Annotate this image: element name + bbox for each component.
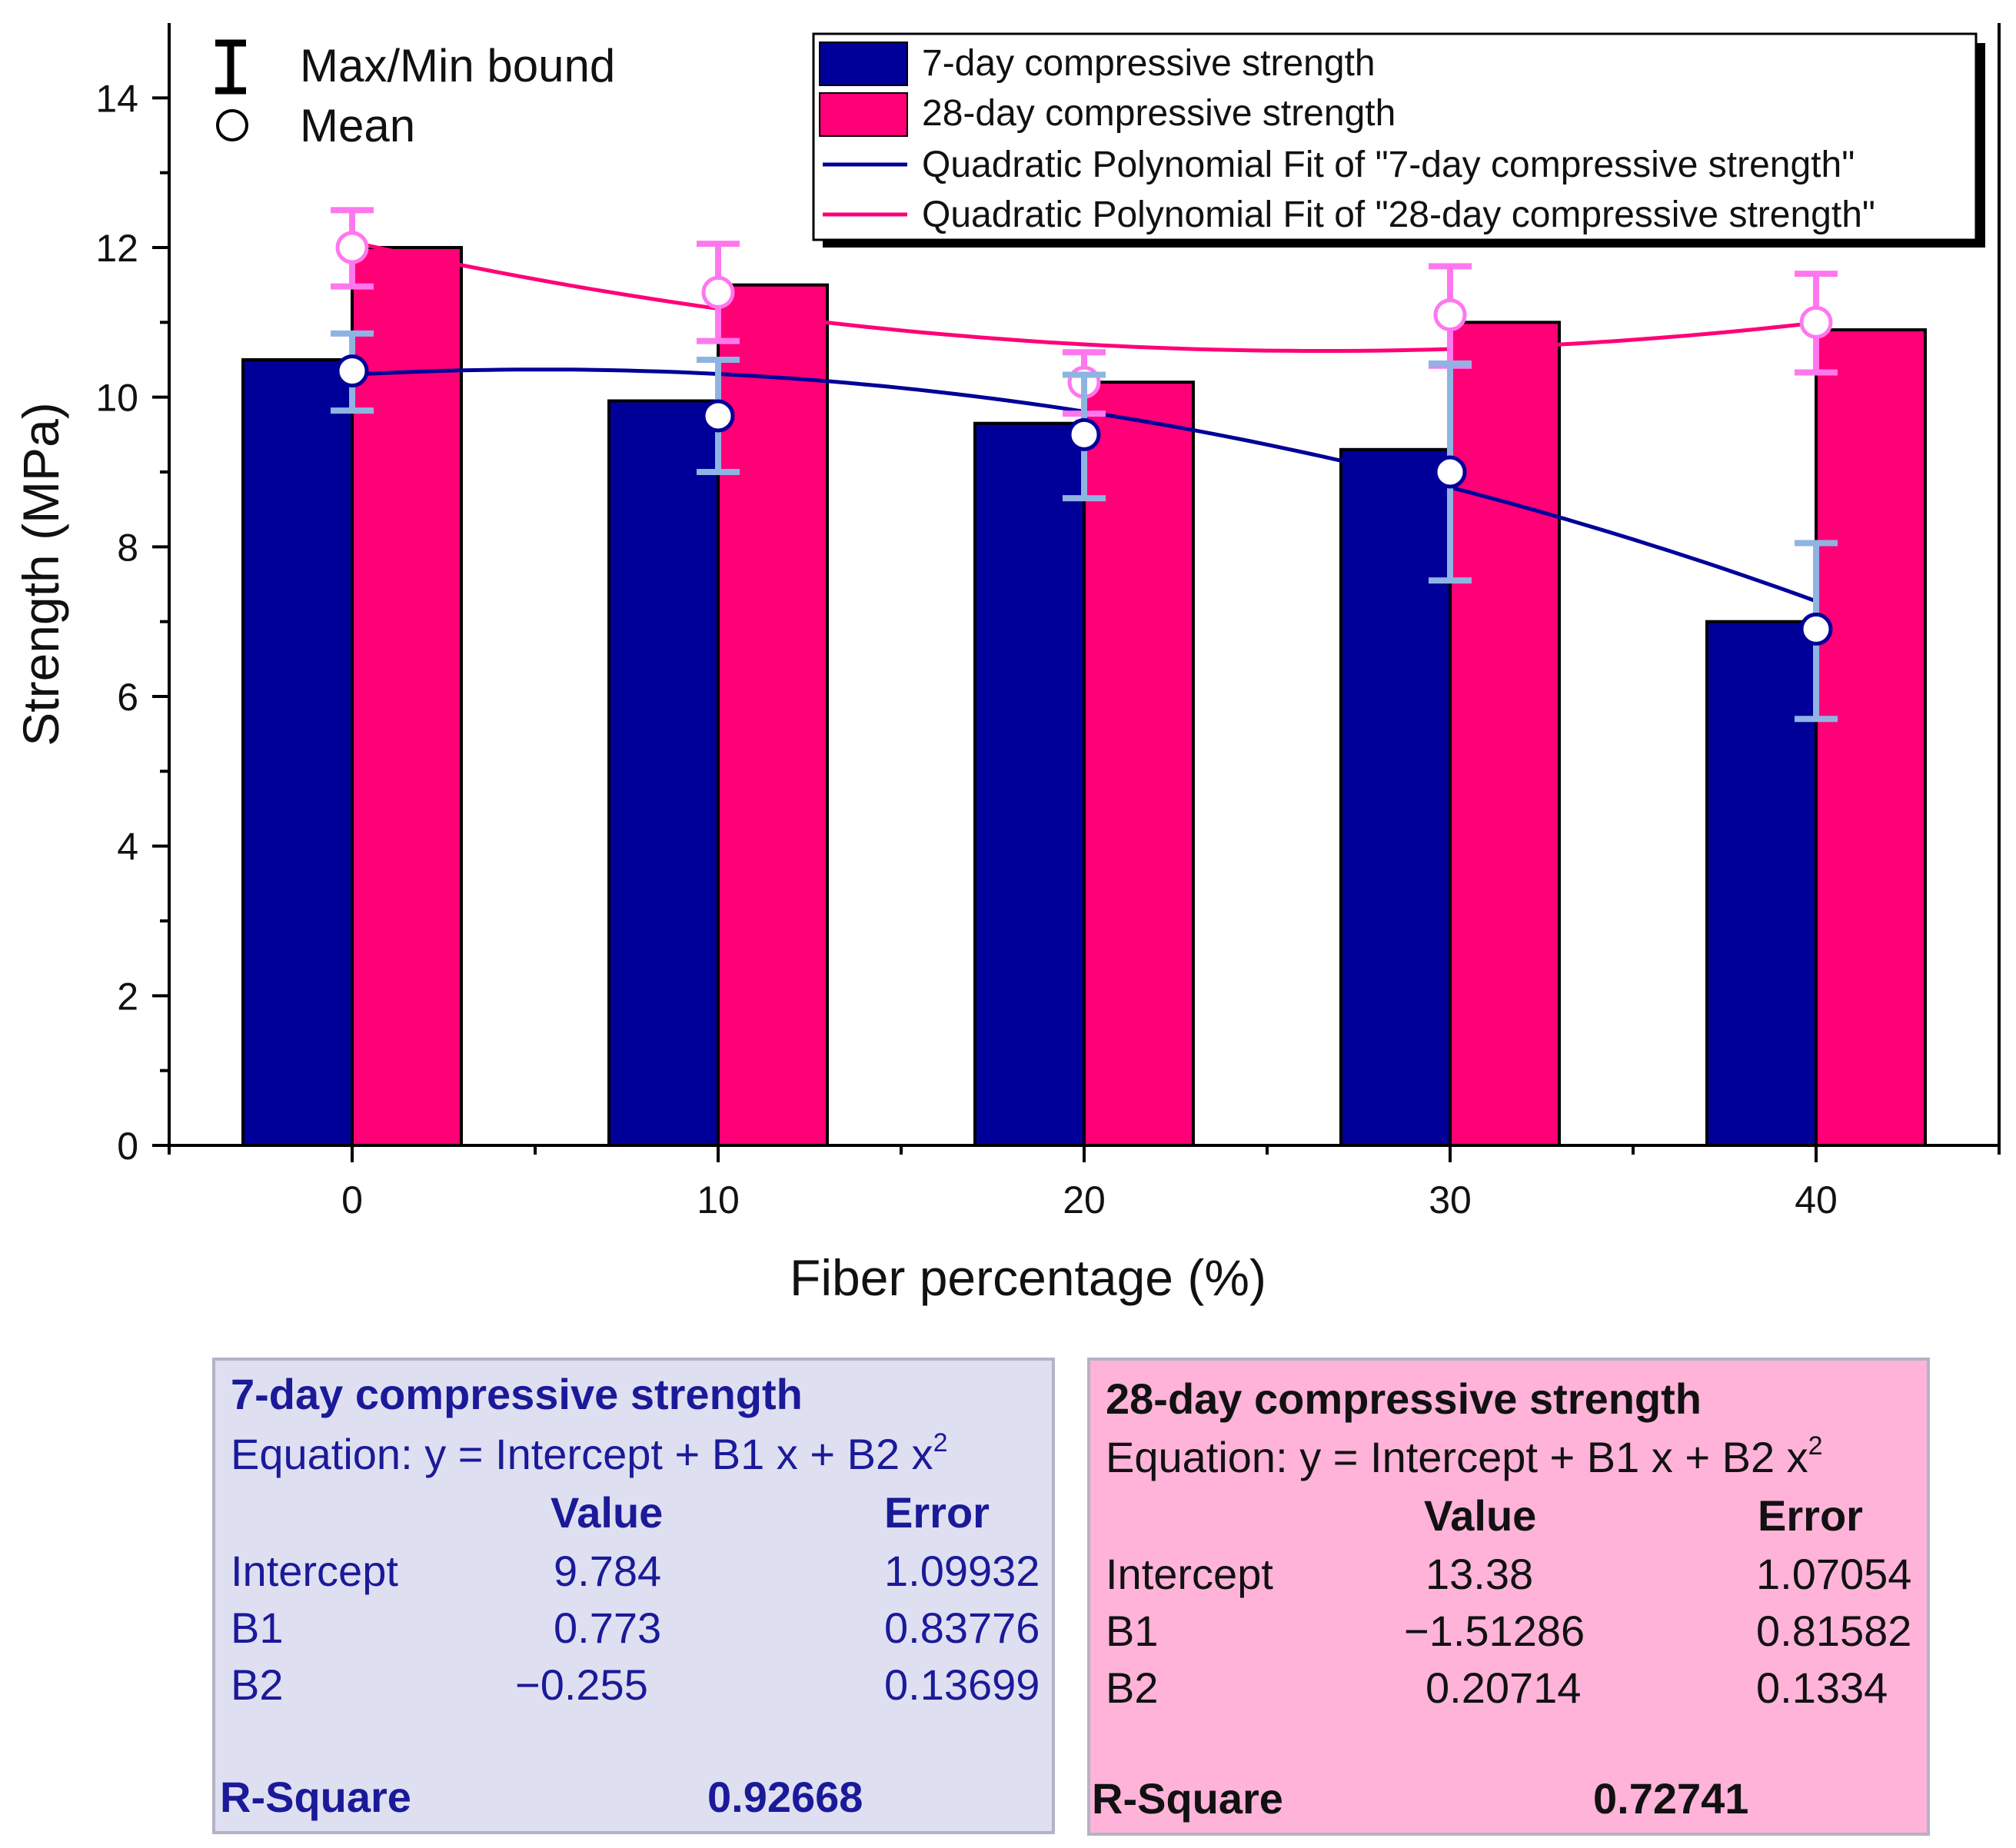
mean-marker-7day: [1067, 417, 1101, 451]
fit-table-28day-row-value: 13.38: [1426, 1550, 1534, 1598]
x-tick-label: 20: [1063, 1178, 1106, 1221]
mean-marker-7day: [1799, 612, 1833, 646]
x-tick-label: 30: [1429, 1178, 1472, 1221]
y-tick-label: 14: [95, 77, 138, 120]
mean-marker-28day: [335, 231, 369, 264]
fit-table-28day-row-name: B2: [1106, 1664, 1159, 1712]
x-axis-title: Fiber percentage (%): [790, 1249, 1266, 1306]
fit-table-28day-equation: Equation: y = Intercept + B1 x + B2 x2: [1106, 1433, 1823, 1481]
fit-curve-28day: [351, 240, 1817, 353]
bound-key: Max/Min bound Mean: [215, 39, 615, 151]
fit-table-7day: 7-day compressive strength Equation: y =…: [212, 1358, 1055, 1834]
axes-group: 0 2 4 6 8 10 12 14 0 10 20 30 40: [95, 23, 2001, 1221]
fit-table-7day-equation-sup: 2: [933, 1428, 948, 1457]
y-axis-title: Strength (MPa): [12, 402, 69, 746]
fit-table-7day-row-value: 0.773: [554, 1604, 662, 1652]
bar-28day: [351, 246, 463, 1147]
fit-table-28day-title: 28-day compressive strength: [1106, 1374, 1702, 1423]
fit-table-7day-col-error: Error: [884, 1488, 990, 1537]
fit-table-28day-row-error: 1.07054: [1756, 1550, 1912, 1598]
legend: 7-day compressive strength 28-day compre…: [812, 32, 1985, 248]
mean-key-icon: [216, 109, 248, 141]
fit-table-28day-row-value: −1.51286: [1404, 1607, 1585, 1655]
bars-group: [241, 246, 1927, 1148]
x-tick-label: 0: [341, 1178, 363, 1221]
fit-table-7day-row-value: −0.255: [515, 1660, 648, 1709]
bound-key-label: Max/Min bound: [300, 40, 615, 91]
mean-marker-7day: [335, 354, 369, 388]
fit-table-7day-row-name: Intercept: [231, 1547, 398, 1595]
fit-table-28day-row-name: B1: [1106, 1607, 1159, 1655]
legend-box: [812, 32, 1978, 241]
legend-swatch-28day: [819, 92, 908, 137]
fit-table-28day-r-value: 0.72741: [1593, 1774, 1749, 1823]
y-tick-label: 0: [117, 1125, 138, 1168]
fit-table-28day-col-value: Value: [1424, 1491, 1537, 1540]
fit-table-28day-equation-sup: 2: [1808, 1431, 1823, 1461]
fit-table-28day: 28-day compressive strength Equation: y …: [1087, 1358, 1930, 1836]
mean-marker-28day: [1433, 298, 1467, 332]
legend-label-28day: 28-day compressive strength: [922, 93, 1396, 134]
y-tick-label: 4: [117, 826, 138, 869]
y-tick-label: 6: [117, 676, 138, 719]
y-tick-label: 12: [95, 227, 138, 270]
fit-table-7day-row-error: 0.13699: [884, 1660, 1040, 1709]
fit-table-7day-col-value: Value: [551, 1488, 664, 1537]
mean-marker-7day: [701, 399, 735, 433]
fit-table-28day-equation-text: Equation: y = Intercept + B1 x + B2 x: [1106, 1433, 1808, 1481]
fit-table-7day-row-name: B2: [231, 1660, 284, 1709]
y-tick-label: 2: [117, 975, 138, 1018]
fit-table-7day-row-value: 9.784: [554, 1547, 662, 1595]
mean-marker-28day: [701, 275, 735, 309]
fit-table-7day-row-error: 1.09932: [884, 1547, 1040, 1595]
bar-7day: [1339, 447, 1452, 1147]
fit-table-7day-equation: Equation: y = Intercept + B1 x + B2 x2: [231, 1430, 948, 1478]
legend-label-fit-7day: Quadratic Polynomial Fit of "7-day compr…: [922, 145, 1855, 185]
bar-7day: [1705, 620, 1818, 1147]
fit-table-7day-r-value: 0.92668: [707, 1773, 863, 1821]
fit-table-28day-r-label: R-Square: [1092, 1774, 1283, 1823]
fit-table-7day-row-name: B1: [231, 1604, 284, 1652]
fit-table-7day-equation-text: Equation: y = Intercept + B1 x + B2 x: [231, 1430, 933, 1478]
x-tick-label: 40: [1795, 1178, 1838, 1221]
mean-marker-28day: [1799, 305, 1833, 339]
fit-table-28day-col-error: Error: [1758, 1491, 1863, 1540]
legend-label-7day: 7-day compressive strength: [922, 43, 1376, 84]
bar-28day: [1449, 321, 1561, 1147]
x-tick-label: 10: [697, 1178, 740, 1221]
bar-28day: [1083, 381, 1195, 1147]
mean-key-label: Mean: [300, 100, 415, 151]
fit-table-28day-row-value: 0.20714: [1426, 1664, 1582, 1712]
bar-7day: [241, 358, 354, 1147]
fit-table-28day-row-error: 0.81582: [1756, 1607, 1912, 1655]
bar-7day: [973, 421, 1086, 1147]
strength-chart: 0 2 4 6 8 10 12 14 0 10 20 30 40 Fiber percentage (%…: [12, 23, 2001, 1306]
y-tick-label: 8: [117, 526, 138, 569]
error-bars-group: [331, 207, 1838, 723]
bar-28day: [1815, 328, 1927, 1148]
bar-7day: [607, 399, 720, 1147]
fit-table-7day-title: 7-day compressive strength: [231, 1370, 803, 1418]
fit-table-28day-row-error: 0.1334: [1756, 1664, 1888, 1712]
bound-key-icon: [215, 39, 246, 95]
fit-table-7day-row-error: 0.83776: [884, 1604, 1040, 1652]
mean-marker-7day: [1433, 455, 1467, 489]
fit-table-28day-row-name: Intercept: [1106, 1550, 1273, 1598]
y-tick-label: 10: [95, 377, 138, 420]
fit-table-7day-r-label: R-Square: [220, 1773, 411, 1821]
legend-swatch-7day: [819, 42, 908, 86]
legend-label-fit-28day: Quadratic Polynomial Fit of "28-day comp…: [922, 194, 1875, 235]
